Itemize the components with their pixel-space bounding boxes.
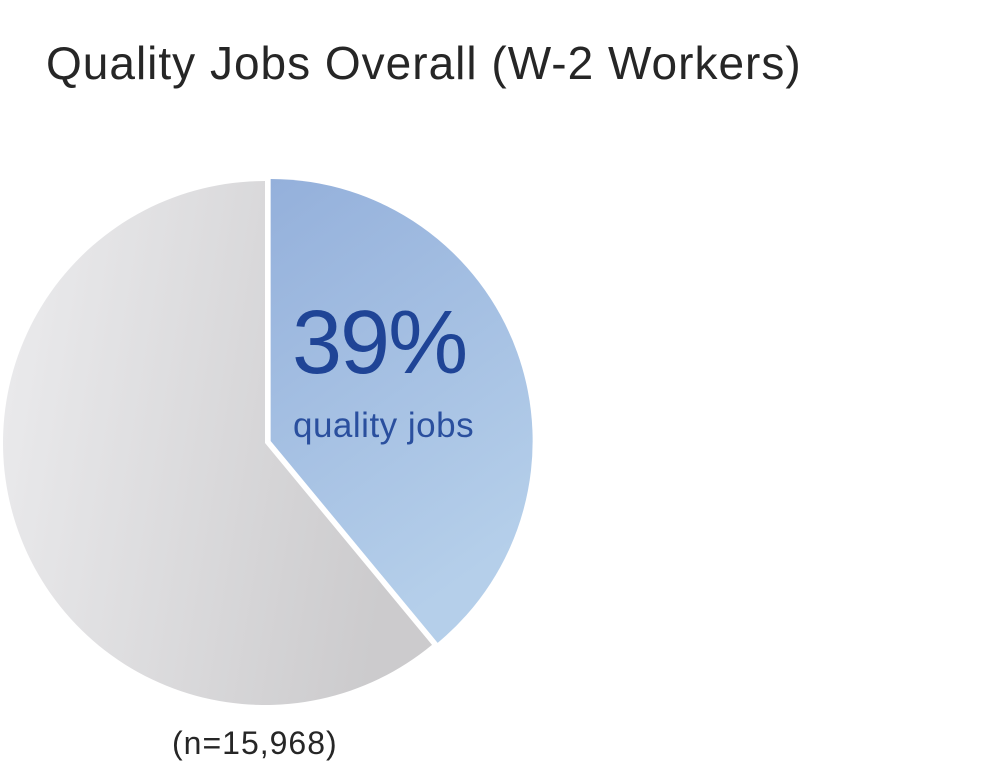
chart-title: Quality Jobs Overall (W-2 Workers) — [46, 37, 802, 89]
slice-category-label: quality jobs — [293, 406, 475, 445]
sample-size-note: (n=15,968) — [172, 725, 338, 761]
pie-slice-other — [2, 181, 433, 706]
slice-value-label: 39% — [292, 293, 468, 393]
pie-slice-quality-jobs — [270, 178, 533, 643]
